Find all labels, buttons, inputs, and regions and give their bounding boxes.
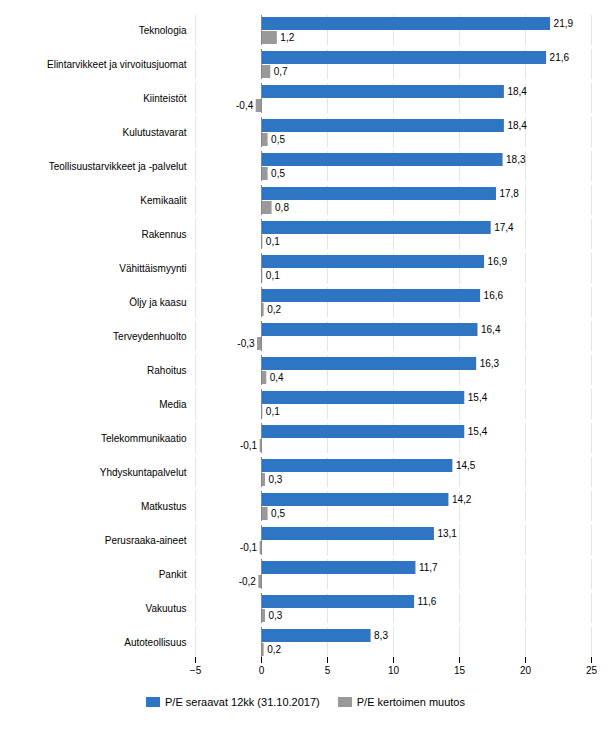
svg-text:10: 10 [388, 665, 400, 676]
svg-text:Perusraaka-aineet: Perusraaka-aineet [105, 535, 187, 546]
svg-text:14,2: 14,2 [452, 494, 472, 505]
svg-text:1,2: 1,2 [280, 32, 294, 43]
svg-text:0,3: 0,3 [268, 610, 282, 621]
svg-text:Vakuutus: Vakuutus [146, 603, 187, 614]
svg-text:11,6: 11,6 [418, 596, 437, 607]
svg-text:0,8: 0,8 [275, 202, 289, 213]
svg-text:0,1: 0,1 [266, 270, 280, 281]
svg-text:0,5: 0,5 [271, 508, 285, 519]
svg-text:Kemikaalit: Kemikaalit [140, 195, 186, 206]
svg-text:18,4: 18,4 [507, 120, 527, 131]
svg-text:Öljy ja kaasu: Öljy ja kaasu [129, 297, 186, 308]
svg-text:21,6: 21,6 [550, 52, 570, 63]
svg-text:14,5: 14,5 [456, 460, 476, 471]
svg-text:20: 20 [520, 665, 532, 676]
svg-text:18,4: 18,4 [507, 86, 527, 97]
svg-text:-0,2: -0,2 [239, 576, 257, 587]
svg-text:Kiinteistöt: Kiinteistöt [143, 93, 187, 104]
svg-text:Teollisuustarvikkeet ja -palve: Teollisuustarvikkeet ja -palvelut [49, 161, 187, 172]
svg-text:Rakennus: Rakennus [141, 229, 186, 240]
svg-text:0,5: 0,5 [271, 134, 285, 145]
svg-text:18,3: 18,3 [506, 154, 526, 165]
svg-text:17,8: 17,8 [499, 188, 519, 199]
svg-text:Vähittäismyynti: Vähittäismyynti [119, 263, 186, 274]
html-text:P/E kertoimen muutos: P/E kertoimen muutos [356, 696, 465, 708]
svg-text:8,3: 8,3 [374, 630, 388, 641]
svg-text:Media: Media [159, 399, 187, 410]
svg-text:0,4: 0,4 [270, 372, 284, 383]
svg-text:Rahoitus: Rahoitus [147, 365, 186, 376]
svg-text:Telekommunikaatio: Telekommunikaatio [101, 433, 187, 444]
svg-text:0,1: 0,1 [266, 406, 280, 417]
svg-text:16,6: 16,6 [484, 290, 504, 301]
svg-text:13,1: 13,1 [437, 528, 457, 539]
svg-text:16,4: 16,4 [481, 324, 501, 335]
svg-text:Pankit: Pankit [159, 569, 187, 580]
svg-text:Autoteollisuus: Autoteollisuus [124, 637, 186, 648]
svg-text:0: 0 [259, 665, 265, 676]
svg-text:16,3: 16,3 [480, 358, 500, 369]
svg-text:0,2: 0,2 [267, 644, 281, 655]
svg-text:Elintarvikkeet ja virvoitusjuo: Elintarvikkeet ja virvoitusjuomat [47, 59, 187, 70]
html-text:P/E seraavat 12kk (31.10.2017): P/E seraavat 12kk (31.10.2017) [165, 696, 320, 708]
svg-text:0,1: 0,1 [266, 236, 280, 247]
svg-text:11,7: 11,7 [419, 562, 438, 573]
svg-text:0,3: 0,3 [268, 474, 282, 485]
svg-text:-0,4: -0,4 [236, 100, 254, 111]
svg-text:0,5: 0,5 [271, 168, 285, 179]
svg-text:0,7: 0,7 [274, 66, 288, 77]
svg-text:-0,1: -0,1 [240, 440, 258, 451]
svg-text:Matkustus: Matkustus [141, 501, 187, 512]
svg-text:21,9: 21,9 [554, 18, 574, 29]
svg-text:15: 15 [454, 665, 466, 676]
svg-text:-0,3: -0,3 [237, 338, 255, 349]
svg-text:17,4: 17,4 [494, 222, 514, 233]
svg-text:0,2: 0,2 [267, 304, 281, 315]
svg-text:25: 25 [586, 665, 598, 676]
svg-text:Kulutustavarat: Kulutustavarat [123, 127, 187, 138]
svg-text:-0,1: -0,1 [240, 542, 258, 553]
svg-text:5: 5 [325, 665, 331, 676]
svg-text:15,4: 15,4 [468, 392, 488, 403]
svg-text:−5: −5 [190, 665, 202, 676]
svg-text:Terveydenhuolto: Terveydenhuolto [113, 331, 187, 342]
svg-text:15,4: 15,4 [468, 426, 488, 437]
svg-text:Yhdyskuntapalvelut: Yhdyskuntapalvelut [100, 467, 187, 478]
svg-text:Teknologia: Teknologia [139, 25, 187, 36]
svg-text:16,9: 16,9 [488, 256, 508, 267]
